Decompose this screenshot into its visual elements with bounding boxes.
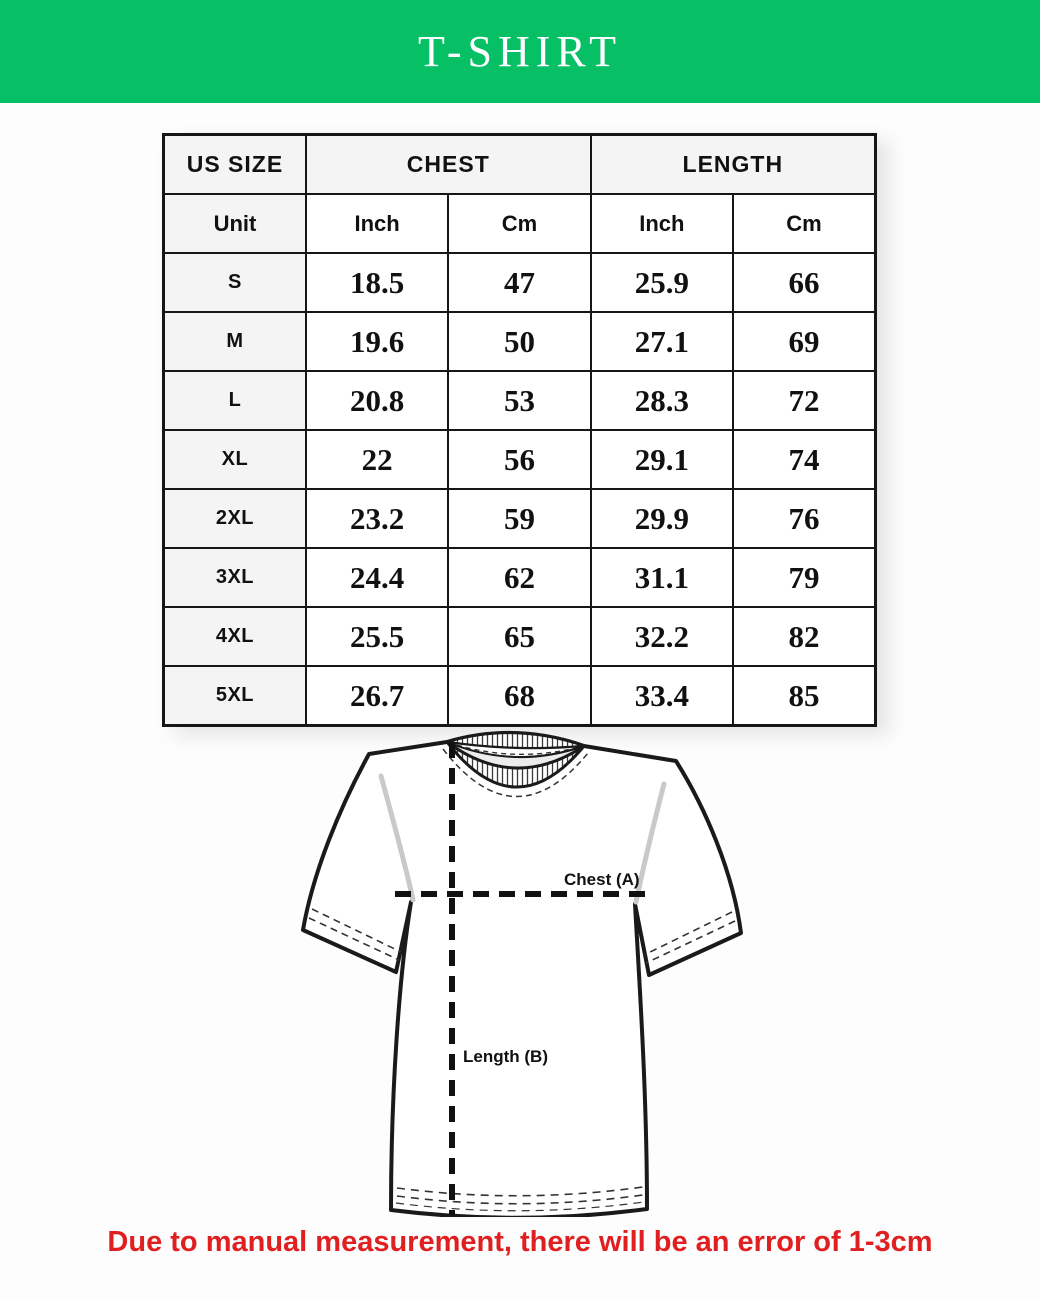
value-cell: 69 [732, 311, 877, 372]
hem-stitch [395, 1201, 645, 1212]
value-cell: 19.6 [304, 311, 450, 372]
value-cell: 29.9 [589, 488, 735, 549]
value-cell: 59 [447, 488, 592, 549]
hem-stitch [396, 1186, 644, 1197]
value-cell: 28.3 [589, 370, 735, 431]
value-cell: 74 [732, 429, 877, 490]
collar-front-band [445, 740, 586, 789]
value-cell: 62 [447, 547, 592, 608]
hem-stitch [396, 1194, 644, 1205]
table-row: S 18.5 47 25.9 66 [162, 252, 877, 313]
length-label: Length (B) [463, 1047, 548, 1066]
cuff-stitch-left [311, 908, 402, 953]
armhole-shading-left [378, 773, 416, 903]
header-chest: CHEST [304, 133, 592, 195]
header-us-size: US SIZE [162, 133, 307, 195]
value-cell: 18.5 [304, 252, 450, 313]
page-title: T-SHIRT [418, 27, 622, 76]
value-cell: 32.2 [589, 606, 735, 667]
size-cell: 4XL [162, 606, 307, 667]
chest-inch-header: Inch [304, 193, 450, 254]
length-inch-header: Inch [589, 193, 735, 254]
chest-cm-header: Cm [447, 193, 592, 254]
collar-tape-stitch [456, 744, 577, 755]
value-cell: 25.9 [589, 252, 735, 313]
table-row: XL 22 56 29.1 74 [162, 429, 877, 490]
value-cell: 66 [732, 252, 877, 313]
header-length: LENGTH [589, 133, 877, 195]
value-cell: 65 [447, 606, 592, 667]
tshirt-outline [301, 730, 743, 1217]
title-banner: T-SHIRT [0, 0, 1040, 103]
cuff-stitch-left [308, 917, 400, 961]
table-header-row: US SIZE CHEST LENGTH [162, 133, 877, 195]
table-row: L 20.8 53 28.3 72 [162, 370, 877, 431]
value-cell: 33.4 [589, 665, 735, 727]
value-cell: 53 [447, 370, 592, 431]
table-row: M 19.6 50 27.1 69 [162, 311, 877, 372]
table-unit-row: Unit Inch Cm Inch Cm [162, 193, 877, 254]
value-cell: 29.1 [589, 429, 735, 490]
value-cell: 68 [447, 665, 592, 727]
size-cell: 5XL [162, 665, 307, 727]
value-cell: 24.4 [304, 547, 450, 608]
length-cm-header: Cm [732, 193, 877, 254]
measurement-disclaimer: Due to manual measurement, there will be… [107, 1226, 933, 1258]
value-cell: 56 [447, 429, 592, 490]
collar-seam-dashed [442, 748, 589, 798]
value-cell: 31.1 [589, 547, 735, 608]
chest-label: Chest (A) [564, 870, 640, 889]
size-table: US SIZE CHEST LENGTH Unit Inch Cm Inch C… [162, 133, 877, 727]
table-row: 4XL 25.5 65 32.2 82 [162, 606, 877, 667]
value-cell: 47 [447, 252, 592, 313]
unit-label-cell: Unit [162, 193, 307, 254]
value-cell: 27.1 [589, 311, 735, 372]
tshirt-diagram: Chest (A) Length (B) [301, 730, 743, 1217]
value-cell: 22 [304, 429, 450, 490]
value-cell: 50 [447, 311, 592, 372]
size-cell: M [162, 311, 307, 372]
value-cell: 82 [732, 606, 877, 667]
size-cell: XL [162, 429, 307, 490]
cuff-stitch-right [645, 920, 736, 964]
value-cell: 72 [732, 370, 877, 431]
size-cell: S [162, 252, 307, 313]
table-row: 2XL 23.2 59 29.9 76 [162, 488, 877, 549]
value-cell: 76 [732, 488, 877, 549]
size-cell: 2XL [162, 488, 307, 549]
size-cell: L [162, 370, 307, 431]
value-cell: 25.5 [304, 606, 450, 667]
cuff-stitch-right [643, 911, 733, 956]
value-cell: 85 [732, 665, 877, 727]
table-row: 5XL 26.7 68 33.4 85 [162, 665, 877, 727]
value-cell: 26.7 [304, 665, 450, 727]
value-cell: 79 [732, 547, 877, 608]
size-cell: 3XL [162, 547, 307, 608]
table-row: 3XL 24.4 62 31.1 79 [162, 547, 877, 608]
value-cell: 23.2 [304, 488, 450, 549]
value-cell: 20.8 [304, 370, 450, 431]
